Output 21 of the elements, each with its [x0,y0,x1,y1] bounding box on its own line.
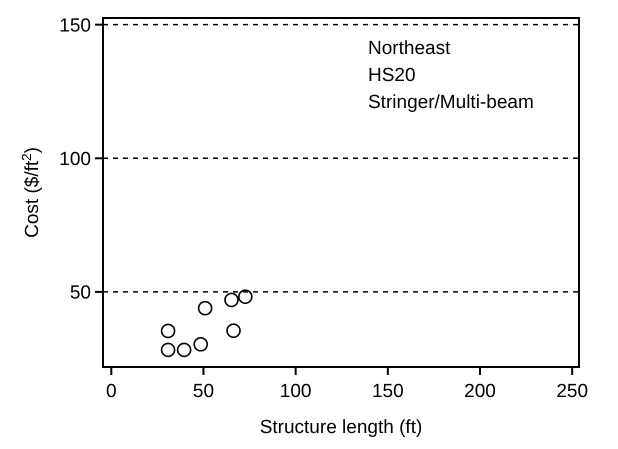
x-tick-label: 250 [556,381,588,402]
annotation: HS20 [368,65,416,86]
x-tick-label: 0 [106,381,117,402]
point [176,342,192,358]
point [224,292,239,308]
point [193,336,208,352]
y-tick-label: 150 [59,15,91,36]
x-tick-label: 100 [280,381,312,402]
y-tick-label: 100 [59,148,91,170]
annotation: Northeast [368,38,452,59]
x-tick-label: 50 [192,381,214,402]
y-tick-label: 50 [70,282,91,304]
x-tick-label: 150 [372,381,404,402]
point [160,342,176,358]
point [198,300,212,316]
point [226,323,241,338]
point [238,289,253,304]
x-axis-title: Structure length (ft) [260,417,422,438]
x-tick-label: 200 [464,381,496,402]
annotation: Stringer/Multi-beam [368,92,534,113]
point [160,324,176,338]
